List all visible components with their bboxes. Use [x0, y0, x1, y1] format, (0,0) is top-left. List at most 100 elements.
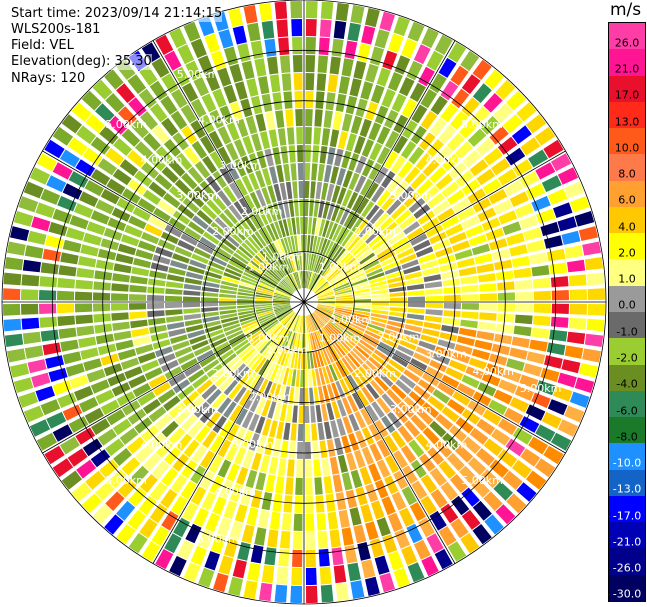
velocity-gate [454, 249, 473, 260]
velocity-gate [267, 382, 277, 400]
velocity-gate [331, 277, 348, 288]
velocity-gate [282, 312, 295, 325]
velocity-gate [233, 201, 247, 218]
velocity-gate [502, 114, 523, 134]
velocity-gate [374, 555, 390, 575]
velocity-gate [281, 311, 294, 324]
velocity-gate [287, 275, 297, 291]
velocity-gate [229, 182, 243, 200]
velocity-gate [287, 313, 297, 329]
velocity-gate [365, 63, 379, 83]
velocity-gate [206, 226, 223, 241]
velocity-gate [306, 315, 311, 333]
velocity-gate [393, 470, 409, 490]
velocity-gate [381, 170, 396, 189]
velocity-gate [506, 232, 525, 246]
velocity-gate [338, 359, 350, 376]
velocity-gate [435, 246, 453, 258]
velocity-gate [294, 333, 299, 351]
velocity-gate [23, 405, 44, 423]
velocity-gate [181, 414, 198, 432]
velocity-gate [398, 401, 415, 418]
velocity-gate [69, 374, 89, 389]
velocity-gate [312, 278, 325, 292]
velocity-gate [192, 374, 209, 389]
velocity-gate [410, 125, 427, 145]
velocity-gate [235, 342, 251, 355]
colorbar-tick-label: -13.0 [612, 482, 642, 496]
velocity-gate [512, 159, 533, 177]
velocity-gate [36, 432, 58, 451]
velocity-gate [434, 548, 453, 570]
velocity-gate [335, 292, 353, 297]
velocity-gate [318, 548, 330, 567]
velocity-gate [183, 308, 201, 314]
range-ring-label: 2.00km [378, 330, 420, 343]
velocity-gate [442, 278, 460, 287]
velocity-gate [317, 530, 329, 549]
velocity-gate [293, 73, 303, 91]
velocity-gate [432, 389, 451, 404]
velocity-gate [523, 227, 543, 241]
velocity-gate [410, 233, 428, 246]
velocity-gate [193, 77, 209, 97]
velocity-gate [90, 136, 111, 155]
range-ring-label: 3.00km [390, 403, 432, 416]
velocity-gate [425, 309, 443, 316]
velocity-gate [311, 276, 322, 291]
velocity-gate [147, 286, 165, 294]
velocity-gate [516, 482, 537, 502]
velocity-gate [269, 166, 278, 184]
velocity-gate [315, 91, 325, 109]
velocity-gate [307, 235, 311, 253]
velocity-gate [273, 304, 291, 309]
velocity-gate [242, 449, 255, 469]
velocity-gate [381, 393, 397, 410]
velocity-gate [360, 81, 374, 100]
velocity-gate [346, 265, 362, 277]
velocity-gate [108, 115, 128, 135]
velocity-gate [332, 315, 349, 324]
velocity-gate [94, 323, 113, 334]
velocity-gate [257, 378, 269, 396]
velocity-gate [288, 274, 298, 290]
velocity-gate [175, 433, 193, 452]
velocity-gate [511, 125, 532, 145]
velocity-gate [333, 20, 347, 39]
velocity-gate [374, 29, 390, 49]
velocity-gate [255, 307, 273, 312]
velocity-gate [316, 73, 327, 91]
colorbar-segment [609, 285, 645, 313]
velocity-gate [386, 199, 402, 216]
velocity-gate [476, 168, 496, 186]
velocity-gate [256, 287, 274, 294]
velocity-gate [71, 482, 92, 502]
velocity-gate [272, 302, 290, 304]
velocity-gate [311, 369, 317, 387]
velocity-gate [391, 155, 406, 174]
velocity-gate [336, 302, 353, 305]
velocity-gate [128, 487, 147, 507]
velocity-gate [267, 401, 277, 419]
velocity-gate [350, 115, 363, 135]
velocity-gate [482, 409, 502, 426]
velocity-gate [328, 364, 338, 382]
velocity-gate [257, 252, 271, 267]
velocity-gate [223, 379, 238, 396]
velocity-gate [283, 91, 293, 109]
velocity-gate [272, 147, 282, 165]
velocity-gate [422, 185, 440, 202]
velocity-gate [286, 332, 294, 349]
velocity-gate [365, 576, 380, 596]
velocity-gate [387, 411, 402, 429]
velocity-gate [344, 40, 358, 60]
velocity-gate [483, 147, 503, 166]
velocity-gate [237, 295, 255, 299]
velocity-gate [62, 183, 83, 200]
range-ring-label: 5.00km [461, 474, 503, 487]
azimuth-spoke [152, 301, 305, 564]
range-ring-label: 3.00km [425, 348, 467, 361]
velocity-gate [478, 321, 496, 331]
velocity-gate [336, 299, 353, 302]
velocity-gate [336, 399, 347, 417]
